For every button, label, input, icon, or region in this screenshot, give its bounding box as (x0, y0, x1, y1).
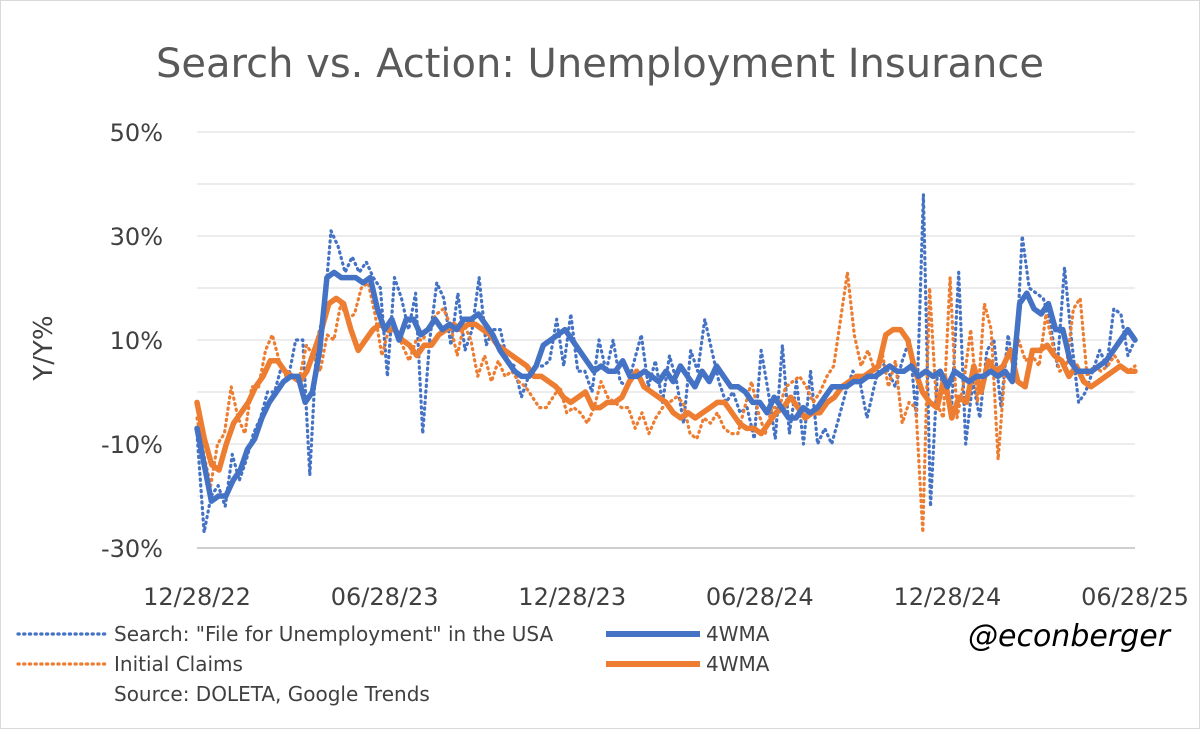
gridlines (197, 131, 1135, 549)
x-tick-label: 12/28/24 (894, 583, 1002, 611)
source-note: Source: DOLETA, Google Trends (114, 682, 430, 706)
series-claims-4wma (194, 295, 1138, 473)
y-tick-label: 10% (110, 327, 163, 355)
legend-label-claims-4wma: 4WMA (706, 652, 770, 676)
series-layer (194, 192, 1138, 535)
legend-label-claims: Initial Claims (114, 652, 243, 676)
y-tick-label: -30% (101, 535, 163, 563)
y-tick-label: -10% (101, 431, 163, 459)
chart-title: Search vs. Action: Unemployment Insuranc… (156, 41, 1044, 87)
legend: Search: "File for Unemployment" in the U… (16, 622, 770, 676)
x-tick-label: 12/28/23 (518, 583, 626, 611)
x-tick-label: 06/28/24 (706, 583, 814, 611)
legend-label-search-4wma: 4WMA (706, 622, 770, 646)
author-handle: @econberger (968, 619, 1172, 654)
x-tick-labels: 12/28/22 06/28/23 12/28/23 06/28/24 12/28/24… (143, 583, 1189, 611)
series-search-4wma (194, 269, 1138, 504)
y-axis-title: Y/Y% (29, 315, 59, 381)
y-tick-labels: -30% -10% 10% 30% 50% (101, 119, 163, 563)
x-tick-label: 06/28/25 (1081, 583, 1189, 611)
x-tick-label: 12/28/22 (143, 583, 251, 611)
x-tick-label: 06/28/23 (331, 583, 439, 611)
y-tick-label: 30% (110, 223, 163, 251)
y-tick-label: 50% (110, 119, 163, 147)
series-search-dotted (195, 192, 1137, 535)
legend-label-search: Search: "File for Unemployment" in the U… (114, 622, 553, 646)
